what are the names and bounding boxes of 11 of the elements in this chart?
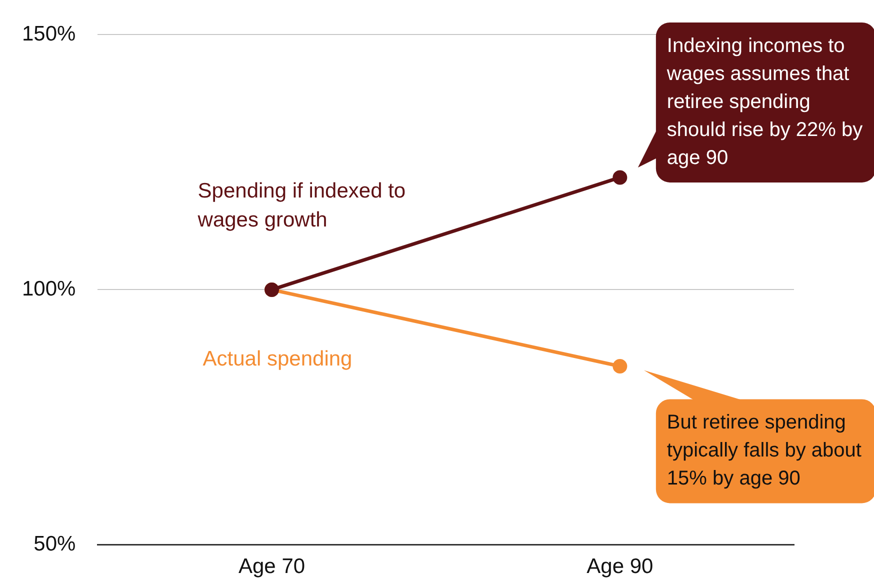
x-tick-label: Age 70	[238, 555, 306, 578]
point	[612, 170, 628, 185]
y-tick-label: 150%	[22, 22, 76, 46]
point	[612, 358, 628, 374]
y-tick-label: 50%	[34, 532, 76, 556]
annotation: Indexing incomes to wages assumes that retiree spending should rise by 22% by age 90	[666, 34, 863, 169]
y-tick-label: 100%	[22, 277, 76, 300]
series-label: Spending if indexed to wages growth	[196, 179, 406, 232]
annotation: But retiree spending typically falls by about 15% by age 90	[666, 412, 862, 490]
x-tick-label: Age 90	[586, 555, 654, 578]
series-label: Actual spending	[202, 347, 352, 370]
